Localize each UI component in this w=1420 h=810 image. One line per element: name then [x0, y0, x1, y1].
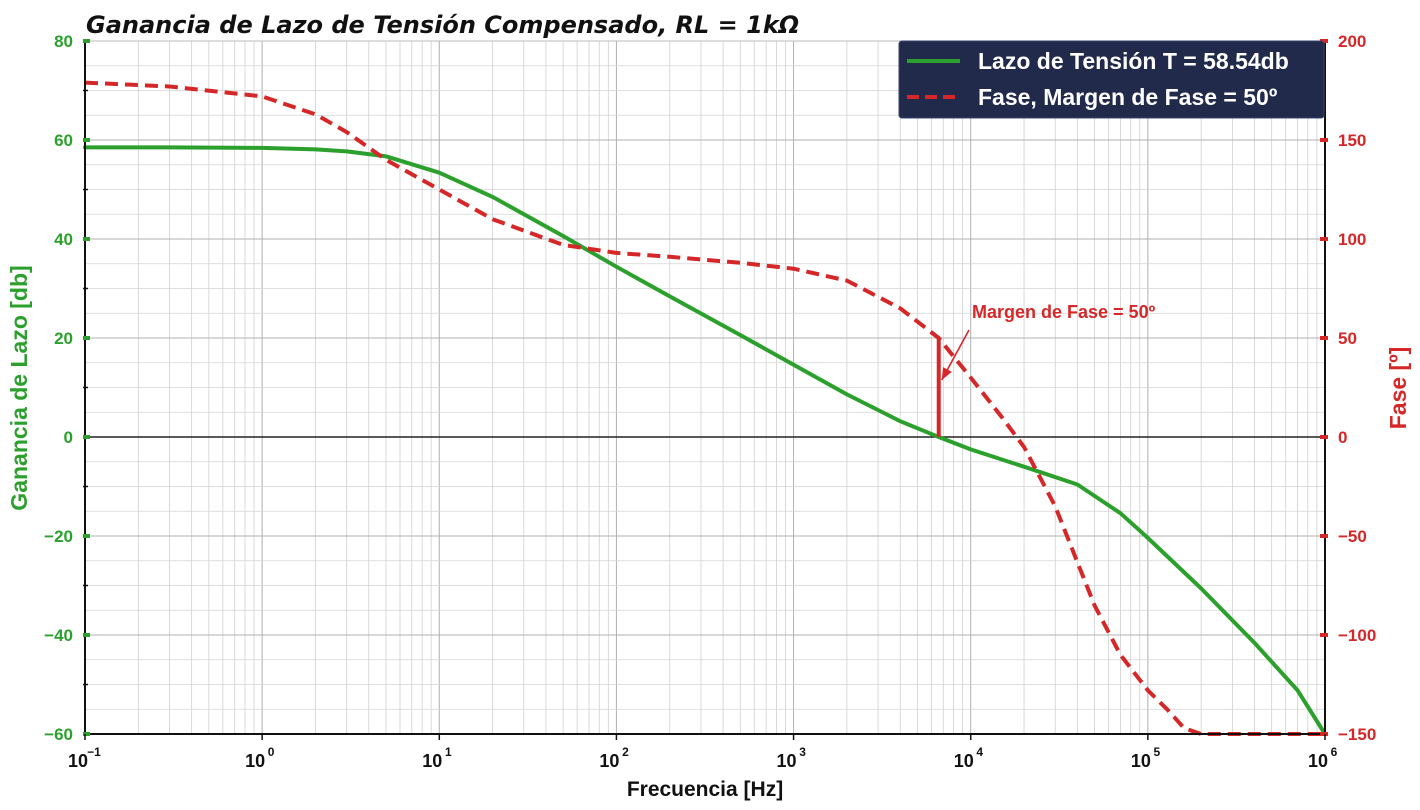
legend: Lazo de Tensión T = 58.54db Fase, Margen… — [898, 40, 1325, 119]
left-tick-label: 0 — [64, 428, 73, 447]
right-tick-label: −100 — [1338, 626, 1376, 645]
legend-label-gain: Lazo de Tensión T = 58.54db — [978, 48, 1289, 74]
right-tick-label: 150 — [1338, 131, 1366, 150]
annotation-arrow-head — [941, 367, 952, 380]
right-tick-label: 0 — [1338, 428, 1347, 447]
chart-title: Ganancia de Lazo de Tensión Compensado, … — [86, 11, 799, 39]
axes: 806040200−20−40−60200150100500−50−100−15… — [44, 32, 1376, 771]
x-tick-exponent: 1 — [445, 745, 452, 759]
x-tick-exponent: 6 — [1331, 745, 1338, 759]
series-layer — [83, 80, 1327, 736]
left-tick-label: −60 — [44, 725, 73, 744]
phase-margin-annotation: Margen de Fase = 50º — [972, 302, 1156, 322]
left-tick-label: 80 — [54, 32, 73, 51]
x-tick-label: 10 — [777, 751, 797, 771]
annotation-layer: Margen de Fase = 50º — [936, 302, 1156, 437]
x-tick-label: 10 — [954, 751, 974, 771]
x-tick-exponent: −1 — [87, 745, 101, 759]
left-tick-label: 20 — [54, 329, 73, 348]
legend-box — [898, 40, 1325, 119]
right-tick-label: −50 — [1338, 527, 1367, 546]
right-tick-label: 200 — [1338, 32, 1366, 51]
grid — [84, 40, 1325, 735]
legend-label-phase: Fase, Margen de Fase = 50º — [978, 84, 1277, 110]
x-tick-label: 10 — [245, 751, 265, 771]
right-tick-label: −150 — [1338, 725, 1376, 744]
left-tick-label: −40 — [44, 626, 73, 645]
x-tick-label: 10 — [68, 751, 88, 771]
x-tick-label: 10 — [422, 751, 442, 771]
x-tick-exponent: 4 — [976, 745, 983, 759]
x-tick-label: 10 — [1131, 751, 1151, 771]
x-tick-label: 10 — [1308, 751, 1328, 771]
right-tick-label: 50 — [1338, 329, 1357, 348]
x-axis-label: Frecuencia [Hz] — [627, 778, 783, 801]
x-tick-label: 10 — [599, 751, 619, 771]
x-tick-exponent: 0 — [268, 745, 275, 759]
phase-curve — [84, 80, 1325, 736]
gain-curve — [83, 145, 1327, 736]
left-tick-label: −20 — [44, 527, 73, 546]
x-tick-exponent: 5 — [1154, 745, 1161, 759]
left-y-axis-label: Ganancia de Lazo [db] — [6, 265, 32, 510]
left-tick-label: 40 — [54, 230, 73, 249]
right-y-axis-label: Fase [º] — [1385, 347, 1411, 430]
x-tick-exponent: 3 — [799, 745, 806, 759]
right-tick-label: 100 — [1338, 230, 1366, 249]
left-tick-label: 60 — [54, 131, 73, 150]
x-tick-exponent: 2 — [622, 745, 629, 759]
